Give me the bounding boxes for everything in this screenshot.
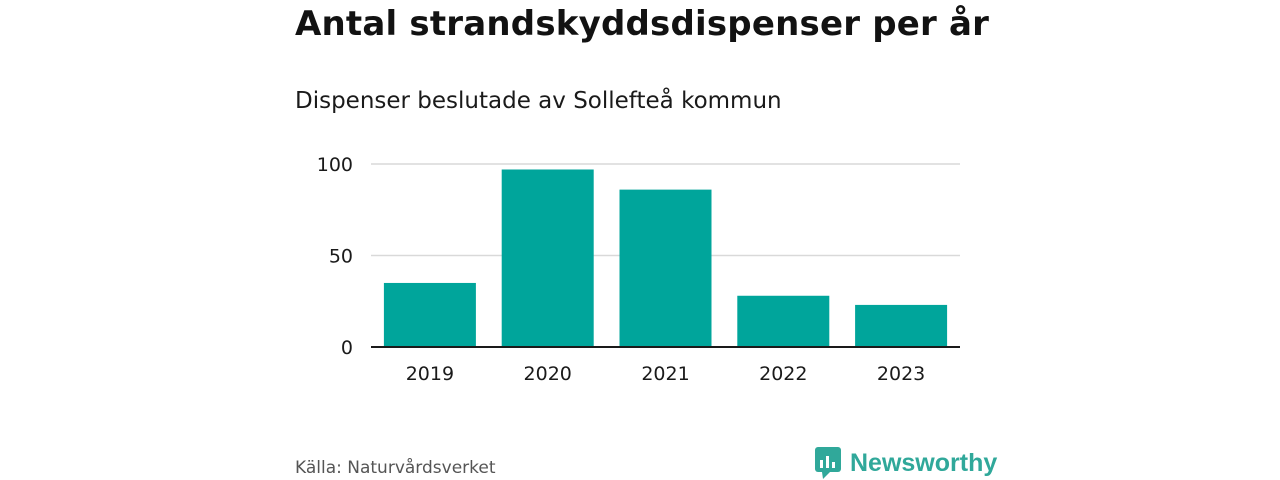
bar: [383, 282, 476, 347]
bar: [737, 295, 830, 347]
x-tick-label: 2022: [759, 363, 807, 385]
x-tick-label: 2020: [524, 363, 572, 385]
brand-logo: Newsworthy: [814, 446, 997, 480]
source-note: Källa: Naturvårdsverket: [295, 458, 496, 478]
bar: [501, 169, 594, 347]
y-tick-label: 0: [341, 337, 353, 359]
bar: [619, 189, 712, 347]
bar-chart-logo-icon: [815, 447, 841, 479]
chart-subtitle: Dispenser beslutade av Sollefteå kommun: [295, 88, 782, 114]
x-tick-label: 2019: [406, 363, 454, 385]
y-tick-label: 100: [317, 154, 353, 176]
y-tick-label: 50: [329, 246, 353, 268]
bar: [855, 304, 948, 347]
x-tick-label: 2021: [641, 363, 689, 385]
bar-chart: 0 50 100 2019 2020 2021 2022 2023: [317, 154, 960, 385]
chart-title: Antal strandskyddsdispenser per år: [295, 4, 990, 44]
brand-name: Newsworthy: [850, 448, 998, 477]
x-tick-label: 2023: [877, 363, 925, 385]
